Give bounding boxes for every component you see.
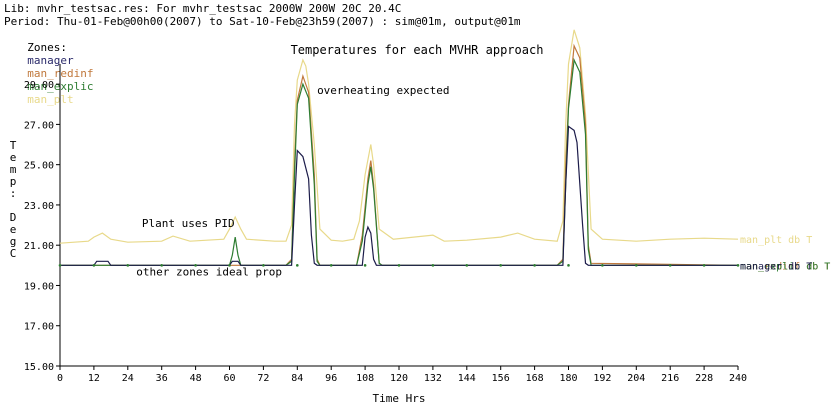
explic-marker xyxy=(228,264,231,267)
explic-marker xyxy=(736,264,740,267)
explic-marker xyxy=(126,264,130,267)
explic-marker xyxy=(58,264,62,267)
explic-marker xyxy=(296,264,299,267)
explic-marker xyxy=(499,264,503,267)
y-tick-label: 17.00 xyxy=(24,322,54,333)
x-tick-label: 240 xyxy=(729,373,747,384)
x-tick-label: 108 xyxy=(356,373,374,384)
explic-marker xyxy=(363,264,367,267)
explic-marker xyxy=(397,264,401,267)
x-tick-label: 60 xyxy=(223,373,235,384)
x-tick-label: 96 xyxy=(325,373,337,384)
y-tick-label: 21.00 xyxy=(24,241,54,252)
x-tick-label: 192 xyxy=(593,373,611,384)
x-tick-label: 144 xyxy=(458,373,476,384)
x-tick-label: 72 xyxy=(257,373,269,384)
x-tick-label: 36 xyxy=(156,373,168,384)
explic-marker xyxy=(431,264,435,267)
y-tick-label: 19.00 xyxy=(24,281,54,292)
series-line-man_plt xyxy=(59,29,739,244)
zone-man-plt: man_plt xyxy=(27,93,74,106)
zone-manager: manager xyxy=(27,54,74,67)
series-line-manager xyxy=(60,125,738,266)
annotation: other zones ideal prop xyxy=(136,265,282,278)
series-label-man_redinf: man_redinf db T xyxy=(740,261,830,272)
period-line: Period: Thu-01-Feb@00h00(2007) to Sat-10… xyxy=(4,15,521,28)
x-tick-label: 84 xyxy=(291,373,303,384)
y-tick-label: 29.00 xyxy=(24,80,54,91)
explic-marker xyxy=(567,264,570,267)
x-tick-label: 12 xyxy=(88,373,100,384)
explic-marker xyxy=(668,264,672,267)
plot-area: 0 12 24 36 48 60 72 84 96 108 120 132 144 156 168 180 19… xyxy=(24,29,830,384)
explic-marker xyxy=(262,264,265,267)
series-line-man_redinf xyxy=(60,43,739,266)
x-tick-label: 228 xyxy=(695,373,713,384)
x-tick-label: 156 xyxy=(492,373,510,384)
y-tick-label: 25.00 xyxy=(24,161,54,172)
series-label-man_plt: man_plt db T xyxy=(740,235,812,246)
x-tick-label: 132 xyxy=(424,373,442,384)
x-tick-label: 0 xyxy=(57,373,63,384)
annotation: Plant uses PID xyxy=(142,217,235,230)
explic-marker xyxy=(465,264,469,267)
x-tick-label: 180 xyxy=(559,373,577,384)
x-axis-label: Time Hrs xyxy=(373,392,426,405)
explic-marker xyxy=(160,264,163,267)
annotation: overheating expected xyxy=(317,84,449,97)
zones-label: Zones: xyxy=(27,41,67,54)
chart-title: Temperatures for each MVHR approach xyxy=(291,43,544,57)
x-tick-label: 168 xyxy=(526,373,544,384)
y-tick-label: 27.00 xyxy=(24,120,54,131)
x-tick-label: 204 xyxy=(627,373,645,384)
series-label-man_explic: man_explic db T xyxy=(740,261,830,272)
series-label-manager: manager db T xyxy=(740,261,812,272)
x-tick-label: 24 xyxy=(122,373,134,384)
explic-marker xyxy=(533,264,536,267)
x-tick-label: 216 xyxy=(661,373,679,384)
explic-marker xyxy=(92,264,96,267)
explic-marker xyxy=(601,264,604,267)
explic-marker xyxy=(194,264,197,267)
y-tick-label: 15.00 xyxy=(24,362,54,373)
lib-line: Lib: mvhr_testsac.res: For mvhr_testsac … xyxy=(4,2,402,15)
x-tick-label: 120 xyxy=(390,373,408,384)
x-tick-label: 48 xyxy=(190,373,202,384)
y-tick-label: 23.00 xyxy=(24,201,54,212)
explic-marker xyxy=(702,264,706,267)
explic-marker xyxy=(635,264,638,267)
explic-marker xyxy=(329,264,333,267)
